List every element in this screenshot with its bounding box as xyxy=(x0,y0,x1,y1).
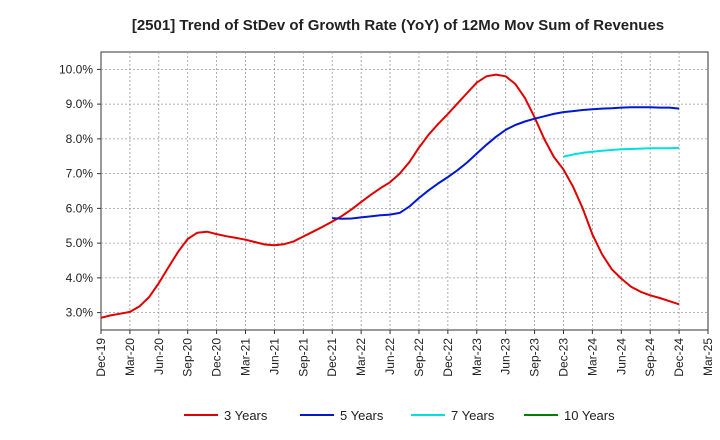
y-axis: 3.0% 4.0% 5.0% 6.0% 7.0% 8.0% 9.0% 10.0% xyxy=(59,62,101,320)
x-tick-label: Dec-20 xyxy=(210,338,224,377)
legend-label-10-years: 10 Years xyxy=(564,408,615,423)
x-tick-label: Jun-21 xyxy=(267,338,281,375)
x-tick-label: Mar-21 xyxy=(239,338,253,376)
x-tick-label: Sep-24 xyxy=(643,338,657,377)
chart-title: [2501] Trend of StDev of Growth Rate (Yo… xyxy=(132,17,664,34)
plot-area xyxy=(100,51,709,331)
legend-label-7-years: 7 Years xyxy=(451,408,495,423)
legend-label-5-years: 5 Years xyxy=(340,408,384,423)
y-tick-label: 7.0% xyxy=(66,167,94,181)
x-tick-label: Dec-22 xyxy=(441,338,455,377)
y-tick-label: 3.0% xyxy=(66,306,94,320)
x-tick-label: Jun-20 xyxy=(152,338,166,375)
x-tick-label: Mar-23 xyxy=(470,338,484,376)
x-tick-label: Dec-19 xyxy=(94,338,108,377)
x-tick-label: Mar-20 xyxy=(123,338,137,376)
series-line-5-years xyxy=(332,106,680,220)
x-tick-label: Dec-21 xyxy=(325,338,339,377)
x-tick-label: Dec-23 xyxy=(556,338,570,377)
y-tick-label: 5.0% xyxy=(66,236,94,250)
legend: 3 Years 5 Years 7 Years 10 Years xyxy=(184,408,615,423)
x-tick-label: Sep-23 xyxy=(528,338,542,377)
y-tick-label: 8.0% xyxy=(66,132,94,146)
x-tick-label: Jun-22 xyxy=(383,338,397,375)
x-tick-label: Sep-21 xyxy=(296,338,310,377)
x-tick-label: Mar-24 xyxy=(585,338,599,376)
x-tick-label: Sep-20 xyxy=(181,338,195,377)
x-tick-label: Mar-22 xyxy=(354,338,368,376)
legend-label-3-years: 3 Years xyxy=(224,408,268,423)
y-tick-label: 9.0% xyxy=(66,97,94,111)
y-tick-label: 10.0% xyxy=(59,62,93,76)
series-line-3-years xyxy=(100,73,680,319)
y-tick-label: 4.0% xyxy=(66,271,94,285)
x-tick-label: Jun-24 xyxy=(614,338,628,375)
plot-frame xyxy=(100,51,709,331)
series-group xyxy=(100,73,680,319)
x-tick-label: Dec-24 xyxy=(672,338,686,377)
x-axis: Dec-19 Mar-20 Jun-20 Sep-20 Dec-20 Mar-21 Jun-… xyxy=(94,330,715,377)
x-tick-label: Sep-22 xyxy=(412,338,426,377)
x-tick-label: Jun-23 xyxy=(499,338,513,375)
x-tick-label: Mar-25 xyxy=(701,338,715,376)
y-tick-label: 6.0% xyxy=(66,201,94,215)
series-line-7-years xyxy=(563,146,680,158)
grid-lines xyxy=(101,52,708,330)
